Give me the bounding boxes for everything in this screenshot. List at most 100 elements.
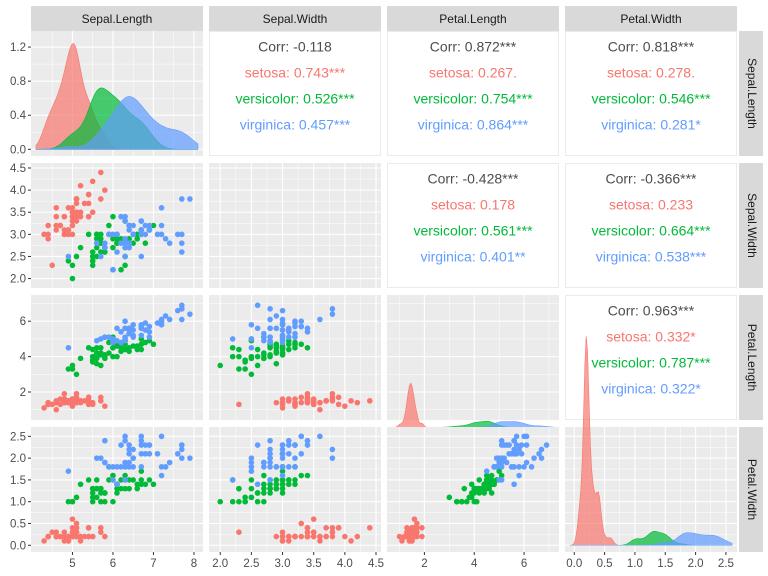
point-virginica: [106, 231, 112, 238]
point-versicolor: [89, 359, 96, 365]
point-setosa: [329, 396, 336, 402]
point-versicolor: [102, 498, 108, 505]
point-setosa: [414, 529, 420, 535]
point-setosa: [53, 399, 60, 406]
point-versicolor: [229, 498, 236, 505]
corr-group: virginica: 0.864***: [418, 117, 529, 133]
point-virginica: [110, 231, 116, 238]
point-setosa: [69, 231, 76, 238]
point-virginica: [130, 446, 136, 453]
point-virginica: [98, 253, 104, 260]
point-versicolor: [73, 253, 80, 260]
point-virginica: [267, 446, 273, 453]
corr-group: versicolor: 0.526***: [235, 91, 355, 107]
point-virginica: [187, 311, 193, 317]
point-versicolor: [267, 490, 273, 496]
point-virginica: [187, 455, 193, 461]
point-versicolor: [106, 339, 112, 346]
point-virginica: [298, 318, 305, 325]
point-setosa: [81, 200, 88, 207]
point-versicolor: [150, 222, 157, 229]
point-setosa: [45, 235, 51, 242]
panel: [31, 295, 203, 420]
point-setosa: [69, 399, 76, 406]
point-setosa: [85, 213, 92, 220]
point-setosa: [69, 218, 76, 224]
point-versicolor: [261, 498, 267, 505]
panel: [31, 163, 203, 288]
point-setosa: [73, 529, 80, 535]
point-versicolor: [110, 353, 116, 360]
point-setosa: [89, 209, 96, 216]
point-versicolor: [110, 472, 116, 479]
point-virginica: [126, 244, 132, 251]
point-versicolor: [89, 485, 96, 492]
panel-background: [209, 163, 381, 288]
point-versicolor: [134, 485, 141, 492]
corr-overall: Corr: -0.118: [258, 39, 332, 55]
point-virginica: [142, 231, 149, 238]
x-tick-label: 8: [191, 558, 197, 570]
point-versicolor: [110, 213, 116, 220]
point-versicolor: [483, 477, 490, 483]
point-virginica: [179, 455, 185, 461]
point-virginica: [122, 235, 128, 242]
point-virginica: [304, 437, 311, 444]
point-virginica: [528, 464, 535, 470]
point-virginica: [317, 433, 323, 440]
point-versicolor: [118, 348, 124, 355]
point-virginica: [285, 334, 292, 340]
x-tick-label: 2.0: [212, 558, 228, 570]
point-virginica: [102, 240, 108, 246]
point-virginica: [523, 459, 530, 466]
point-setosa: [285, 538, 292, 544]
point-virginica: [130, 231, 136, 238]
point-versicolor: [126, 485, 132, 492]
point-setosa: [399, 538, 405, 544]
point-virginica: [138, 227, 145, 233]
point-versicolor: [85, 231, 92, 238]
point-virginica: [154, 231, 161, 238]
point-versicolor: [138, 341, 145, 348]
point-versicolor: [65, 366, 72, 372]
panel: [31, 31, 203, 156]
point-versicolor: [292, 344, 298, 351]
point-versicolor: [106, 222, 112, 229]
strip-background: [209, 6, 381, 31]
point-virginica: [142, 222, 149, 229]
point-virginica: [267, 450, 273, 457]
point-virginica: [298, 433, 305, 440]
point-virginica: [114, 325, 120, 332]
point-versicolor: [461, 485, 468, 492]
point-virginica: [126, 442, 132, 448]
y-axis: 2 4 6: [20, 316, 31, 399]
point-setosa: [73, 396, 80, 402]
point-virginica: [162, 235, 169, 242]
point-setosa: [285, 398, 292, 404]
corr-overall: Corr: -0.366***: [605, 171, 697, 187]
y-tick-label: 2: [20, 387, 26, 399]
point-setosa: [406, 529, 413, 535]
point-virginica: [248, 336, 255, 342]
point-setosa: [298, 533, 305, 540]
point-virginica: [516, 464, 522, 470]
point-virginica: [166, 240, 173, 246]
point-setosa: [65, 538, 72, 544]
point-setosa: [329, 529, 336, 535]
point-versicolor: [77, 481, 84, 488]
point-versicolor: [65, 258, 72, 264]
y-tick-label: 0.5: [10, 518, 26, 530]
point-setosa: [411, 516, 418, 522]
point-setosa: [89, 178, 96, 185]
x-tick-label: 2.0: [688, 558, 704, 570]
point-setosa: [354, 533, 361, 540]
point-virginica: [114, 481, 120, 488]
point-virginica: [179, 196, 185, 202]
point-setosa: [419, 533, 425, 540]
point-virginica: [267, 334, 273, 340]
point-virginica: [503, 459, 510, 466]
point-setosa: [310, 401, 317, 408]
point-versicolor: [466, 494, 473, 501]
point-virginica: [102, 334, 108, 340]
